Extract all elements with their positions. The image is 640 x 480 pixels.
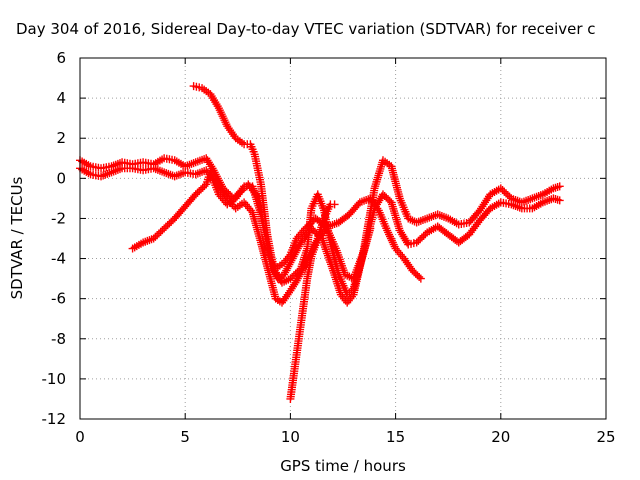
series-track-5	[286, 200, 339, 403]
data-point	[330, 200, 339, 209]
chart-title: Day 304 of 2016, Sidereal Day-to-day VTE…	[16, 20, 596, 38]
y-tick-label: -12	[42, 410, 67, 428]
data-marker	[200, 182, 209, 191]
series-track-3	[128, 168, 425, 307]
y-tick-label: -4	[51, 250, 66, 268]
x-tick-label: 15	[386, 428, 405, 446]
plot-area	[76, 82, 564, 403]
y-axis-label: SDTVAR / TECUs	[8, 176, 26, 299]
data-point	[416, 274, 425, 283]
grid	[80, 58, 606, 419]
plot-frame	[79, 57, 607, 420]
data-point	[555, 182, 564, 191]
y-tick-label: -8	[51, 330, 66, 348]
data-point	[366, 224, 375, 233]
y-tick-label: -2	[51, 209, 66, 227]
data-point	[555, 196, 564, 205]
y-tick-label: -6	[51, 290, 66, 308]
data-marker	[415, 273, 424, 282]
y-tick-label: 2	[56, 129, 66, 147]
y-tick-label: 6	[56, 49, 66, 67]
y-tick-label: 4	[56, 89, 66, 107]
x-axis-label: GPS time / hours	[280, 457, 406, 475]
y-tick-label: -10	[42, 370, 67, 388]
x-tick-label: 0	[75, 428, 85, 446]
x-tick-label: 25	[596, 428, 615, 446]
x-tick-label: 20	[491, 428, 510, 446]
x-tick-label: 5	[180, 428, 190, 446]
axis-ticks: 0 5 10 15 20 25 -12 -10 -8 -6 -4 -2 0 2 4 6	[42, 49, 616, 446]
y-tick-label: 0	[56, 169, 66, 187]
x-tick-label: 10	[281, 428, 300, 446]
